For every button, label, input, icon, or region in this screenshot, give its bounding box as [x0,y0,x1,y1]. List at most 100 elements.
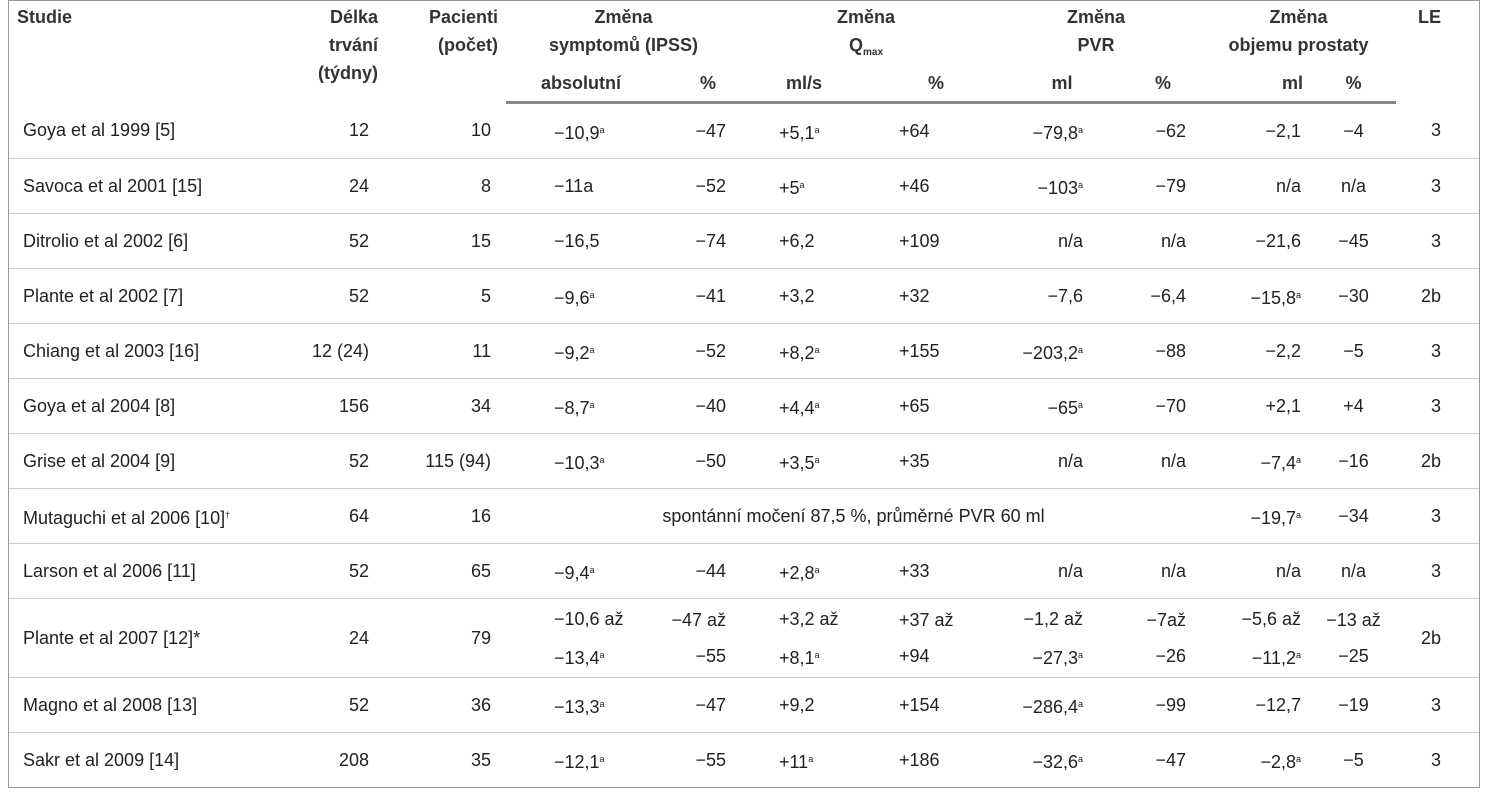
cell-text: Sakr et al 2009 [14] [23,750,180,770]
cell-text: −13,4a [554,648,605,668]
value-cell: −10,9a [506,102,656,159]
cell-text-lines: −10,6 až −13,4a [554,601,648,676]
subheader-cell: ml [1201,67,1311,104]
value-cell: −47 [656,677,741,733]
note-cell: spontánní močení 87,5 %, průměrné PVR 60… [506,488,1201,544]
cell-text: −7,4a [1260,453,1301,473]
patients-cell: 15 [386,213,506,269]
cell-text: +155 [899,341,940,361]
cell-text: 65 [470,561,491,581]
superscript: a [814,344,820,355]
header-text: symptomů (IPSS) [548,35,699,55]
cell-text: Grise et al 2004 [9] [23,451,176,471]
value-cell: −5 [1311,323,1396,379]
value-cell: −79,8a [991,102,1101,159]
cell-text: −12,1a [554,752,605,772]
value-cell: +2,1 [1201,378,1311,434]
cell-text: 3 [1430,120,1441,141]
subheader-cell: ml [991,67,1101,104]
patients-cell: 35 [386,733,506,788]
cell-text: −7,6 [1047,286,1083,306]
group-header: Změna PVR [991,1,1201,67]
group-header: Změna objemu prostaty [1201,1,1396,67]
line: −27,3a [999,637,1083,676]
value-cell: +3,5a [741,433,881,489]
line: symptomů (IPSS) [514,31,733,59]
cell-text: Plante et al 2002 [7] [23,286,184,306]
value-cell: −99 [1101,677,1201,733]
value-cell: −19,7a [1201,488,1311,544]
table-row: Mutaguchi et al 2006 [10]† 64 16 spontánní … [9,488,1479,544]
cell-text: −4 [1343,121,1364,141]
value-cell: −19 [1311,677,1396,733]
value-cell: −12,7 [1201,677,1311,733]
value-cell: +33 [881,543,991,599]
patients-cell: 11 [386,323,506,379]
table-body: Goya et al 1999 [5] 12 10 −10,9a −47 +5,1a +64… [9,102,1479,788]
study-cell: Grise et al 2004 [9] [9,433,291,489]
cell-text: −21,6 [1255,231,1301,251]
cell-text: +2,8a [779,563,820,583]
table-row: Goya et al 2004 [8] 156 34 −8,7a −40 +4,4a +65… [9,378,1479,434]
weeks-cell: 52 [291,213,386,269]
superscript: a [814,399,820,410]
cell-text: −13,3a [554,697,605,717]
value-cell: −15,8a [1201,268,1311,324]
cell-text: 115 (94) [425,451,491,471]
value-cell: −10,6 až −13,4a [506,598,656,678]
value-cell: n/a [1311,158,1396,214]
cell-text: 11 [472,341,491,361]
study-table: Studie Délka trvání (týdny) Pacienti (počet)… [9,1,1479,787]
value-cell: +46 [881,158,991,214]
line: −47 až [664,602,726,638]
cell-text: −11a [554,176,594,196]
cell-text: +4,4a [779,398,820,418]
cell-text: −13 až [1326,610,1381,630]
le-cell: 3 [1396,733,1479,788]
header-cell: Studie [9,1,291,103]
cell-text: −44 [695,561,726,581]
value-cell: −65a [991,378,1101,434]
table-row: Magno et al 2008 [13] 52 36 −13,3a −47 +9,2 +1… [9,677,1479,733]
le-cell: 3 [1396,378,1479,434]
cell-text: −10,6 až [554,608,624,629]
value-cell: n/a [1201,158,1311,214]
cell-text: n/a [1275,561,1301,581]
cell-text: +32 [899,286,930,306]
group-header: Změna symptomů (IPSS) [506,1,741,67]
cell-text: 15 [470,231,491,251]
cell-text-lines: −7až −26 [1109,602,1186,674]
cell-text: +37 až [899,610,954,630]
study-cell: Larson et al 2006 [11] [9,543,291,599]
value-cell: +35 [881,433,991,489]
value-cell: +9,2 [741,677,881,733]
le-cell: 3 [1396,543,1479,599]
patients-cell: 10 [386,102,506,159]
cell-text-lines: +3,2 až +8,1a [779,601,873,676]
cell-text: Chiang et al 2003 [16] [23,341,200,361]
value-cell: +5a [741,158,881,214]
header-cell: Délka trvání (týdny) [291,1,386,103]
cell-text: +109 [899,231,940,251]
cell-text: 8 [480,176,491,196]
line: −55 [664,638,726,674]
cell-text-text: +4,4 [779,397,815,418]
group-header: Změna Qmax [741,1,991,67]
cell-text: −47 [695,695,726,715]
superscript: a [599,454,605,465]
cell-text: −5,6 až [1241,608,1301,629]
line: −11,2a [1209,637,1301,676]
cell-text: 34 [470,396,491,416]
cell-text-text: −10,3 [554,452,600,473]
study-cell: Plante et al 2002 [7] [9,268,291,324]
value-cell: −62 [1101,102,1201,159]
study-cell: Goya et al 2004 [8] [9,378,291,434]
value-cell: +4,4a [741,378,881,434]
header-text: Studie [17,7,73,27]
cell-text: Goya et al 2004 [8] [23,396,176,416]
cell-text: +11a [779,752,813,772]
cell-text: +46 [899,176,930,196]
header-text-lines: Délka trvání (týdny) [299,3,378,87]
cell-text: −19,7a [1250,508,1301,528]
header-text: Změna [836,7,896,27]
